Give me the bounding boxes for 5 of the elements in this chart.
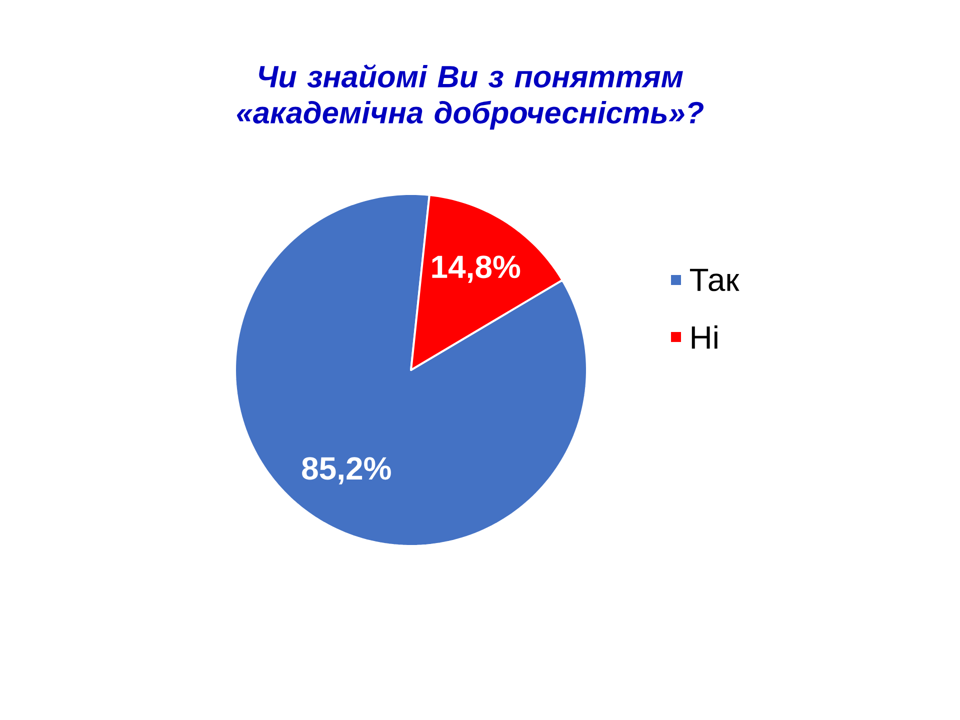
- data-label: 14,8%: [432, 256, 520, 283]
- legend-label: Ні: [692, 325, 718, 349]
- data-label: 85,2%: [302, 457, 391, 484]
- legend-label: Так: [690, 268, 740, 292]
- chart-title: Чи знайомі Ви з поняттям «академічна доброчесність»?: [236, 64, 704, 130]
